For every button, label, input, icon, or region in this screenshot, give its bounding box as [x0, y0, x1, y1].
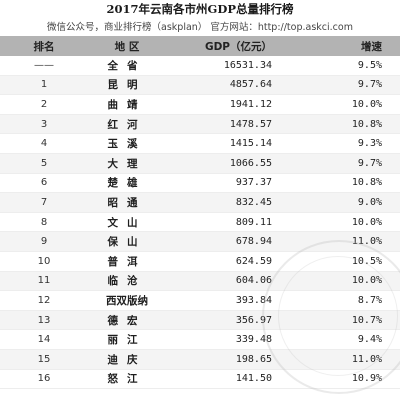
rank-cell: 7 [40, 196, 48, 208]
gdp-cell: 1415.14 [229, 138, 272, 150]
region-cell: 曲靖 [107, 98, 147, 111]
table-row: 12 西双版纳 393.84 8.7% [0, 291, 400, 311]
region-cell: 怒江 [107, 373, 147, 386]
region-cell: 西双版纳 [106, 294, 148, 307]
rank-cell: 14 [37, 334, 51, 346]
table-row: 5 大理 1066.55 9.7% [0, 153, 400, 174]
table-row: 16 怒江 141.50 10.9% [0, 370, 400, 390]
gdp-cell: 16531.34 [223, 59, 272, 71]
rank-cell: 4 [40, 138, 48, 150]
region-cell: 文山 [107, 216, 147, 229]
table-body: —— 全省 16531.34 9.5% 1 昆明 4857.64 9.7% 2 曲靖 1941.12… [0, 56, 400, 390]
region-cell: 德宏 [107, 314, 147, 327]
growth-cell: 9.7% [357, 157, 382, 169]
table-row: —— 全省 16531.34 9.5% [0, 56, 400, 76]
rank-cell: 6 [40, 177, 48, 189]
rank-cell: 13 [37, 314, 51, 326]
gdp-cell: 393.84 [235, 294, 272, 306]
gdp-cell: 1941.12 [229, 98, 272, 110]
gdp-cell: 1478.57 [229, 118, 272, 130]
region-cell: 红河 [107, 118, 147, 131]
growth-cell: 10.8% [351, 118, 382, 130]
header-growth: 增速 [361, 40, 382, 53]
growth-cell: 9.7% [357, 79, 382, 91]
table-row: 14 丽江 339.48 9.4% [0, 330, 400, 350]
gdp-cell: 141.50 [235, 373, 272, 385]
rank-cell: 15 [37, 353, 51, 365]
gdp-cell: 604.06 [235, 275, 272, 287]
table-row: 11 临沧 604.06 10.0% [0, 271, 400, 292]
region-cell: 丽江 [107, 334, 147, 347]
growth-cell: 10.7% [351, 314, 382, 326]
gdp-cell: 624.59 [235, 255, 272, 267]
region-cell: 全省 [107, 59, 147, 72]
table-row: 2 曲靖 1941.12 10.0% [0, 95, 400, 115]
rank-cell: 16 [37, 373, 51, 385]
gdp-cell: 678.94 [235, 236, 272, 248]
growth-cell: 10.0% [351, 98, 382, 110]
gdp-cell: 4857.64 [229, 79, 272, 91]
region-cell: 保山 [107, 236, 147, 249]
table-header: 排名 地 区 GDP（亿元） 增速 [0, 36, 400, 56]
table-row: 4 玉溪 1415.14 9.3% [0, 134, 400, 154]
gdp-cell: 809.11 [235, 216, 272, 228]
rank-cell: 10 [37, 255, 51, 267]
gdp-cell: 356.97 [235, 314, 272, 326]
table-row: 13 德宏 356.97 10.7% [0, 310, 400, 331]
region-cell: 玉溪 [107, 138, 147, 151]
growth-cell: 9.0% [357, 196, 382, 208]
gdp-cell: 937.37 [235, 177, 272, 189]
table-row: 10 普洱 624.59 10.5% [0, 252, 400, 272]
table-row: 6 楚雄 937.37 10.8% [0, 174, 400, 194]
header-rank: 排名 [33, 40, 55, 53]
table-row: 3 红河 1478.57 10.8% [0, 114, 400, 135]
gdp-cell: 339.48 [235, 334, 272, 346]
gdp-cell: 832.45 [235, 196, 272, 208]
region-cell: 普洱 [107, 255, 147, 268]
table-row: 8 文山 809.11 10.0% [0, 213, 400, 233]
header-region: 地 区 [114, 40, 140, 53]
header-gdp: GDP（亿元） [204, 40, 272, 53]
table-row: 15 迪庆 198.65 11.0% [0, 349, 400, 370]
region-cell: 临沧 [107, 275, 147, 288]
table-row: 1 昆明 4857.64 9.7% [0, 75, 400, 96]
region-cell: 昆明 [107, 79, 147, 92]
growth-cell: 10.0% [351, 275, 382, 287]
growth-cell: 10.0% [351, 216, 382, 228]
region-cell: 楚雄 [107, 177, 147, 190]
growth-cell: 10.5% [351, 255, 382, 267]
region-cell: 大理 [107, 157, 147, 170]
rank-cell: 11 [37, 275, 51, 287]
region-cell: 迪庆 [107, 353, 147, 366]
rank-cell: 2 [40, 98, 48, 110]
source-subtitle: 微信公众号，商业排行榜（askplan） 官方网站：http://top.ask… [47, 22, 353, 33]
growth-cell: 8.7% [357, 294, 382, 306]
rank-cell: 8 [40, 216, 48, 228]
growth-cell: 11.0% [351, 236, 382, 248]
rank-cell: —— [34, 59, 54, 71]
growth-cell: 11.0% [351, 353, 382, 365]
table-row: 9 保山 678.94 11.0% [0, 232, 400, 252]
growth-cell: 10.8% [351, 177, 382, 189]
rank-cell: 12 [37, 294, 51, 306]
growth-cell: 10.9% [351, 373, 382, 385]
rank-cell: 9 [40, 236, 48, 248]
gdp-cell: 198.65 [235, 353, 272, 365]
rank-cell: 5 [40, 157, 48, 169]
rank-cell: 1 [40, 79, 48, 91]
page-title: 2017年云南各市州GDP总量排行榜 [106, 2, 294, 16]
region-cell: 昭通 [107, 196, 147, 209]
growth-cell: 9.4% [357, 334, 382, 346]
rank-cell: 3 [40, 118, 48, 130]
gdp-cell: 1066.55 [229, 157, 272, 169]
growth-cell: 9.5% [357, 59, 382, 71]
growth-cell: 9.3% [357, 138, 382, 150]
table-row: 7 昭通 832.45 9.0% [0, 193, 400, 213]
